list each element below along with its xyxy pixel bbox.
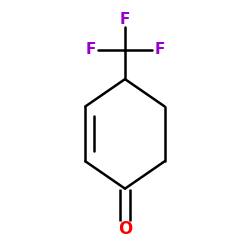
Text: F: F: [120, 12, 130, 28]
Text: F: F: [85, 42, 96, 57]
Text: F: F: [154, 42, 165, 57]
Text: O: O: [118, 220, 132, 238]
